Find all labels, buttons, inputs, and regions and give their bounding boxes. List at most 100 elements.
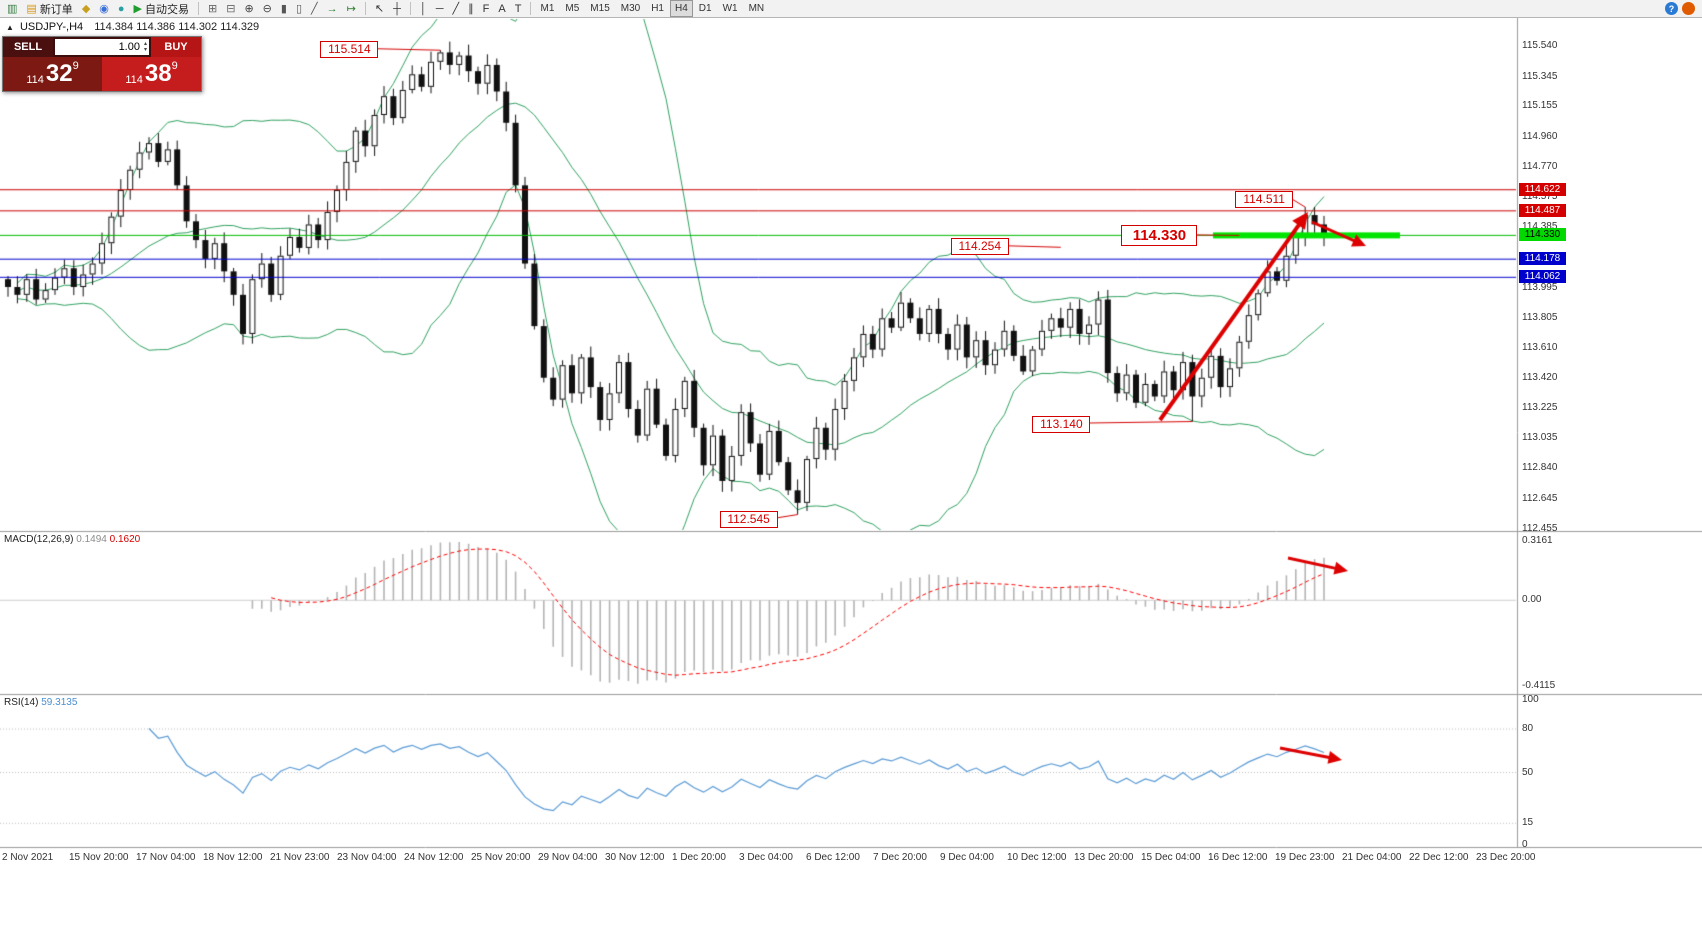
hline-icon[interactable]: ─ <box>432 0 448 18</box>
buy-button[interactable]: BUY <box>151 37 201 57</box>
volume-container: ▴ ▾ <box>53 37 151 57</box>
ohlc-values: 114.384 114.386 114.302 114.329 <box>94 21 260 33</box>
alerts-icon[interactable] <box>1682 2 1695 15</box>
text-icon[interactable]: A <box>494 0 509 18</box>
zoom-in-icon: ⊕ <box>244 2 254 15</box>
sell-button[interactable]: SELL <box>3 37 53 57</box>
price-callout[interactable]: 113.140 <box>1032 415 1091 433</box>
price-axis-label: 115.540 <box>1522 40 1558 52</box>
price-axis-label: 112.645 <box>1522 492 1558 504</box>
toolbar-separator <box>530 2 532 15</box>
time-axis-label: 24 Nov 12:00 <box>404 852 464 863</box>
zoom-out-icon[interactable]: ⊖ <box>259 0 276 18</box>
zoom-out-icon: ⊖ <box>262 2 272 15</box>
new-window-icon: ⊟ <box>226 2 236 15</box>
data-window-icon: ◉ <box>99 2 109 15</box>
fibonacci-icon: F <box>482 2 490 15</box>
bar-chart-icon[interactable]: ▮ <box>277 0 291 18</box>
timeframe-m1[interactable]: M1 <box>540 3 555 14</box>
price-callout[interactable]: 112.545 <box>719 510 778 528</box>
time-axis-label: 18 Nov 12:00 <box>203 852 263 863</box>
price-axis-label: 114.575 <box>1522 191 1558 203</box>
sell-price-sup: 9 <box>72 60 79 72</box>
macd-axis-label: -0.4115 <box>1522 680 1556 691</box>
sell-price-button[interactable]: 114 32 9 <box>3 57 102 91</box>
crosshair-icon[interactable]: ┼ <box>389 0 405 18</box>
auto-scroll-icon[interactable]: → <box>323 0 342 18</box>
new-chart-icon: ▥ <box>7 2 18 15</box>
trendline-icon[interactable]: ╱ <box>449 0 464 18</box>
auto-trading-icon: ▶ <box>133 2 143 15</box>
bar-chart-icon: ▮ <box>280 2 287 15</box>
timeframe-h1[interactable]: H1 <box>651 3 664 14</box>
toolbar: ▥ ▤ 新订单 ◆ ◉ ● ▶ 自动交易 ⊞ ⊟ ⊕ ⊖ ▮ ▯ ╱ → ↦ ↖ ┼ │ ─ ╱ ∥ F A T M1 M5 M15 M… <box>0 0 1702 18</box>
timeframe-mn[interactable]: MN <box>748 3 765 14</box>
vline-icon[interactable]: │ <box>416 0 431 18</box>
time-axis-label: 7 Dec 20:00 <box>873 852 927 863</box>
tile-windows-icon[interactable]: ⊞ <box>204 0 221 18</box>
candlestick-chart-icon[interactable]: ▯ <box>292 0 306 18</box>
toolbar-separator <box>364 2 366 15</box>
chart-title-bar: ▲ USDJPY-,H4 114.384 114.386 114.302 114… <box>6 21 259 33</box>
rsi-axis-label: 0 <box>1522 839 1528 850</box>
new-order-button[interactable]: ▤ 新订单 <box>22 0 76 18</box>
timeframe-m15[interactable]: M15 <box>590 3 610 14</box>
navigator-icon: ● <box>117 2 125 15</box>
market-watch-icon[interactable]: ◆ <box>78 0 94 18</box>
new-chart-icon[interactable]: ▥ <box>3 0 21 18</box>
fibonacci-icon[interactable]: F <box>479 0 494 18</box>
text-icon: A <box>498 2 506 15</box>
candlestick-chart-icon: ▯ <box>295 2 303 15</box>
price-axis-label: 112.455 <box>1522 522 1558 534</box>
data-window-icon[interactable]: ◉ <box>95 0 113 18</box>
one-click-collapse-icon[interactable]: ▲ <box>6 23 14 32</box>
zoom-in-icon[interactable]: ⊕ <box>240 0 257 18</box>
new-order-icon: ▤ <box>26 2 37 15</box>
channel-icon[interactable]: ∥ <box>464 0 478 18</box>
buy-price-big: 38 <box>144 60 172 87</box>
sell-price-big: 32 <box>45 60 73 87</box>
time-axis-label: 1 Dec 20:00 <box>672 852 726 863</box>
price-callout[interactable]: 115.514 <box>320 41 379 59</box>
volume-up-icon[interactable]: ▴ <box>143 41 147 47</box>
time-axis-label: 23 Nov 04:00 <box>337 852 397 863</box>
price-axis-label: 113.805 <box>1522 311 1558 323</box>
timeframe-m5[interactable]: M5 <box>565 3 580 14</box>
label-icon[interactable]: T <box>511 0 526 18</box>
time-axis-label: 16 Dec 12:00 <box>1208 852 1268 863</box>
new-order-button-label: 新订单 <box>39 3 73 16</box>
time-axis-label: 21 Dec 04:00 <box>1342 852 1402 863</box>
price-tag: 114.622 <box>1519 182 1566 196</box>
timeframe-h4[interactable]: H4 <box>670 0 693 17</box>
timeframe-m30[interactable]: M30 <box>620 3 641 14</box>
price-callout[interactable]: 114.330 <box>1121 225 1198 247</box>
price-axis-label: 113.610 <box>1522 342 1558 353</box>
timeframe-w1[interactable]: W1 <box>722 3 738 14</box>
time-axis-label: 23 Dec 20:00 <box>1476 852 1536 863</box>
price-callout[interactable]: 114.254 <box>950 238 1009 256</box>
buy-price-button[interactable]: 114 38 9 <box>102 57 201 91</box>
cursor-icon: ↖ <box>374 2 385 15</box>
market-watch-icon: ◆ <box>81 2 91 15</box>
macd-name: MACD(12,26,9) <box>4 534 74 545</box>
time-axis-label: 6 Dec 12:00 <box>806 852 860 863</box>
rsi-axis-label: 80 <box>1522 723 1534 734</box>
volume-down-icon[interactable]: ▾ <box>143 47 147 53</box>
line-chart-icon[interactable]: ╱ <box>307 0 322 18</box>
help-icon[interactable]: ? <box>1665 2 1678 15</box>
chart-shift-icon[interactable]: ↦ <box>343 0 360 18</box>
auto-trading-button[interactable]: ▶ 自动交易 <box>130 0 193 18</box>
chart-shift-icon: ↦ <box>346 2 356 15</box>
new-window-icon[interactable]: ⊟ <box>222 0 239 18</box>
volume-input[interactable] <box>55 41 142 53</box>
time-axis-label: 15 Dec 04:00 <box>1141 852 1201 863</box>
toolbar-separator <box>409 2 411 15</box>
time-axis-label: 19 Dec 23:00 <box>1275 852 1335 863</box>
navigator-icon[interactable]: ● <box>114 0 129 18</box>
timeframe-d1[interactable]: D1 <box>698 3 712 14</box>
cursor-icon[interactable]: ↖ <box>371 0 388 18</box>
price-callout[interactable]: 114.511 <box>1235 191 1294 209</box>
price-axis-label: 113.995 <box>1522 281 1558 293</box>
